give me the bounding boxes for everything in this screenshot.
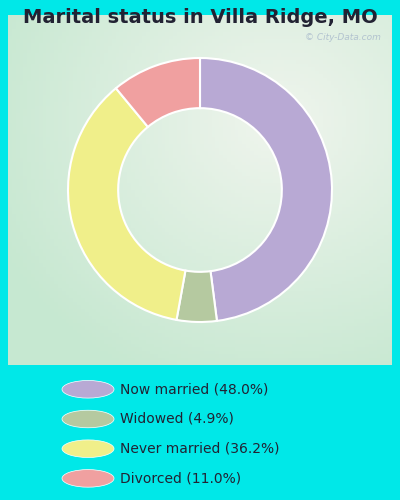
Wedge shape [68, 88, 186, 320]
Text: © City-Data.com: © City-Data.com [305, 32, 380, 42]
Text: Now married (48.0%): Now married (48.0%) [120, 382, 268, 396]
Text: Marital status in Villa Ridge, MO: Marital status in Villa Ridge, MO [23, 8, 377, 27]
Wedge shape [200, 58, 332, 321]
Circle shape [62, 380, 114, 398]
Circle shape [62, 470, 114, 487]
Text: Divorced (11.0%): Divorced (11.0%) [120, 472, 241, 486]
Text: Never married (36.2%): Never married (36.2%) [120, 442, 280, 456]
Text: Widowed (4.9%): Widowed (4.9%) [120, 412, 234, 426]
Wedge shape [176, 270, 217, 322]
Wedge shape [116, 58, 200, 127]
Circle shape [62, 440, 114, 458]
Circle shape [62, 410, 114, 428]
